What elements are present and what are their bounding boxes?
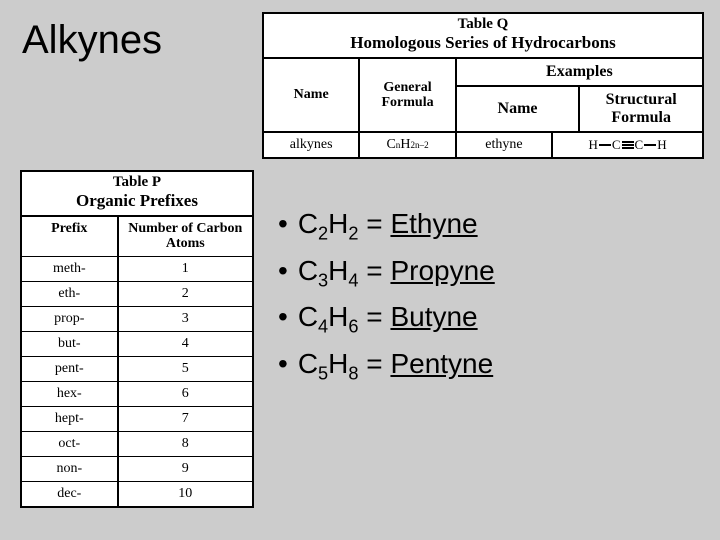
table-row: hept-7 — [22, 406, 252, 431]
bullet-text: C2H2 = Ethyne — [298, 208, 478, 245]
tp-cell-prefix: hept- — [22, 407, 119, 431]
table-q-data-row: alkynes CnH2n–2 ethyne H C C H — [264, 131, 702, 157]
tp-cell-prefix: oct- — [22, 432, 119, 456]
list-item: • C4H6 = Butyne — [278, 301, 495, 338]
bullet-dot: • — [278, 208, 288, 240]
tp-cell-num: 3 — [119, 307, 252, 331]
table-row: but-4 — [22, 331, 252, 356]
tp-cell-prefix: prop- — [22, 307, 119, 331]
tq-col-name: Name — [264, 59, 360, 131]
table-p: Table P Organic Prefixes Prefix Number o… — [20, 170, 254, 508]
table-row: dec-10 — [22, 481, 252, 506]
tp-cell-prefix: eth- — [22, 282, 119, 306]
tq-col-examples: Examples — [457, 59, 702, 87]
tp-cell-prefix: but- — [22, 332, 119, 356]
tp-cell-num: 7 — [119, 407, 252, 431]
tq-col-example-name: Name — [457, 87, 581, 131]
table-q-header-row: Name General Formula Examples Name Struc… — [264, 57, 702, 131]
single-bond — [599, 144, 611, 146]
atom-h1: H — [588, 137, 597, 153]
tp-cell-num: 1 — [119, 257, 252, 281]
tp-cell-prefix: dec- — [22, 482, 119, 506]
table-row: pent-5 — [22, 356, 252, 381]
gf-c: C — [386, 137, 395, 153]
list-item: • C2H2 = Ethyne — [278, 208, 495, 245]
tq-col-examples-group: Examples Name Structural Formula — [457, 59, 702, 131]
gf-h: H — [400, 137, 410, 153]
bullet-dot: • — [278, 255, 288, 287]
table-p-rows: meth-1eth-2prop-3but-4pent-5hex-6hept-7o… — [22, 256, 252, 506]
table-row: hex-6 — [22, 381, 252, 406]
table-q-label: Table Q — [264, 14, 702, 33]
list-item: • C3H4 = Propyne — [278, 255, 495, 292]
tp-cell-prefix: hex- — [22, 382, 119, 406]
atom-c2: C — [635, 137, 644, 153]
atom-h2: H — [657, 137, 666, 153]
table-row: oct-8 — [22, 431, 252, 456]
single-bond — [644, 144, 656, 146]
table-q-heading: Homologous Series of Hydrocarbons — [264, 33, 702, 57]
tp-cell-prefix: meth- — [22, 257, 119, 281]
tp-cell-prefix: pent- — [22, 357, 119, 381]
tq-val-name: alkynes — [264, 133, 360, 157]
tq-col-general-formula: General Formula — [360, 59, 456, 131]
tp-cell-num: 5 — [119, 357, 252, 381]
tp-col-num: Number of Carbon Atoms — [119, 217, 252, 256]
bullet-text: C5H8 = Pentyne — [298, 348, 493, 385]
table-p-heading: Organic Prefixes — [22, 191, 252, 215]
tq-val-example-name: ethyne — [457, 133, 553, 157]
tp-cell-num: 9 — [119, 457, 252, 481]
bullet-dot: • — [278, 348, 288, 380]
tq-val-general-formula: CnH2n–2 — [360, 133, 456, 157]
table-row: non-9 — [22, 456, 252, 481]
tp-cell-num: 2 — [119, 282, 252, 306]
bullet-text: C4H6 = Butyne — [298, 301, 478, 338]
tp-cell-prefix: non- — [22, 457, 119, 481]
tp-cell-num: 4 — [119, 332, 252, 356]
list-item: • C5H8 = Pentyne — [278, 348, 495, 385]
triple-bond — [622, 141, 634, 149]
tq-col-example-structural: Structural Formula — [580, 87, 702, 131]
tp-cell-num: 10 — [119, 482, 252, 506]
table-row: meth-1 — [22, 256, 252, 281]
bullet-text: C3H4 = Propyne — [298, 255, 495, 292]
tp-cell-num: 6 — [119, 382, 252, 406]
table-q: Table Q Homologous Series of Hydrocarbon… — [262, 12, 704, 159]
tp-cell-num: 8 — [119, 432, 252, 456]
table-p-label: Table P — [22, 172, 252, 191]
slide-title: Alkynes — [22, 18, 162, 63]
table-p-header: Prefix Number of Carbon Atoms — [22, 215, 252, 256]
table-row: prop-3 — [22, 306, 252, 331]
table-row: eth-2 — [22, 281, 252, 306]
gf-2n2: 2n–2 — [410, 140, 428, 150]
tp-col-prefix: Prefix — [22, 217, 119, 256]
tq-val-structural: H C C H — [553, 133, 702, 157]
atom-c1: C — [612, 137, 621, 153]
bullet-list: • C2H2 = Ethyne • C3H4 = Propyne • C4H6 = But… — [278, 208, 495, 394]
bullet-dot: • — [278, 301, 288, 333]
